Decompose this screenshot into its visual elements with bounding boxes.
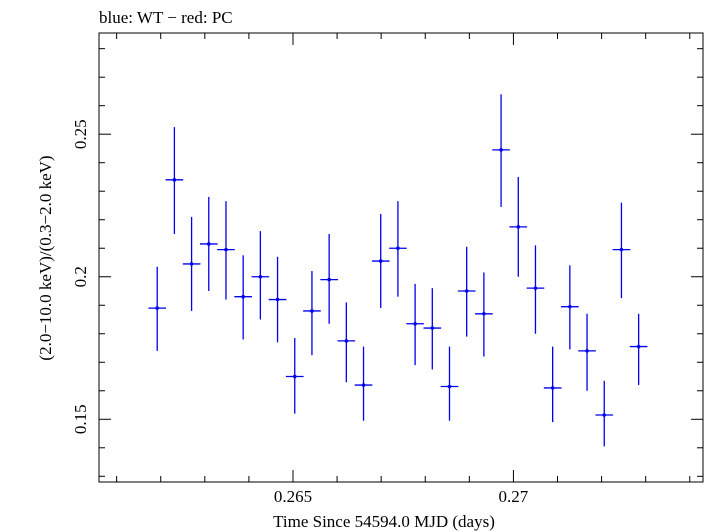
x-tick-label: 0.27 [499, 487, 529, 506]
data-point [612, 202, 631, 299]
data-point [303, 271, 321, 356]
y-tick-label: 0.2 [71, 266, 90, 287]
point-marker [533, 286, 538, 290]
point-marker [464, 289, 469, 293]
data-point [457, 246, 476, 337]
y-tick-label: 0.15 [71, 404, 90, 434]
data-point [234, 255, 252, 340]
point-marker [189, 262, 194, 266]
point-marker [327, 277, 331, 282]
y-tick-label: 0.25 [71, 119, 90, 149]
point-marker [430, 326, 435, 330]
point-marker [396, 246, 400, 251]
data-point [148, 266, 167, 351]
point-marker [310, 309, 314, 313]
data-point [526, 245, 545, 334]
data-point [440, 346, 459, 421]
data-point [406, 283, 424, 366]
point-marker [206, 242, 211, 246]
point-marker [258, 274, 263, 279]
data-point [595, 380, 614, 447]
point-marker [499, 148, 503, 152]
point-marker [344, 339, 349, 343]
point-marker [413, 321, 417, 326]
point-marker [636, 344, 641, 349]
data-point [337, 302, 356, 383]
data-point [389, 201, 407, 297]
chart-title: blue: WT − red: PC [99, 8, 233, 27]
point-marker [482, 312, 486, 316]
point-marker [378, 259, 383, 263]
data-point [371, 214, 390, 309]
data-point [182, 216, 201, 311]
point-marker [155, 306, 159, 310]
data-point [561, 265, 579, 350]
data-point [199, 196, 218, 291]
point-marker [172, 178, 177, 182]
point-marker [568, 304, 572, 309]
point-marker [275, 297, 280, 302]
data-point [354, 346, 373, 421]
point-marker [224, 247, 228, 252]
data-point [165, 127, 184, 234]
data-point [268, 256, 287, 343]
point-marker [361, 383, 366, 387]
point-marker [241, 294, 245, 299]
axis-ticks [99, 33, 703, 482]
data-point [217, 201, 235, 300]
point-marker [585, 349, 589, 353]
point-marker [516, 225, 521, 229]
data-point [251, 231, 270, 320]
data-point [320, 233, 338, 324]
point-marker [292, 374, 297, 379]
data-point [509, 176, 528, 277]
plot-frame [98, 32, 704, 483]
axis-tick-labels: 0.265 0.27 0.15 0.2 0.25 [71, 119, 529, 506]
point-marker [550, 386, 555, 390]
data-point [578, 313, 596, 391]
point-marker [447, 384, 452, 389]
data-points [148, 94, 648, 447]
data-point [492, 94, 510, 207]
data-point [475, 272, 493, 357]
x-tick-label: 0.265 [274, 487, 312, 506]
x-axis-label: Time Since 54594.0 MJD (days) [273, 512, 495, 531]
data-point [285, 338, 304, 414]
data-point [543, 346, 562, 423]
data-point [423, 288, 442, 370]
point-marker [619, 247, 624, 252]
point-marker [602, 413, 607, 417]
data-point [629, 313, 648, 386]
y-axis-label: (2.0−10.0 keV)/(0.3−2.0 keV) [36, 155, 55, 360]
